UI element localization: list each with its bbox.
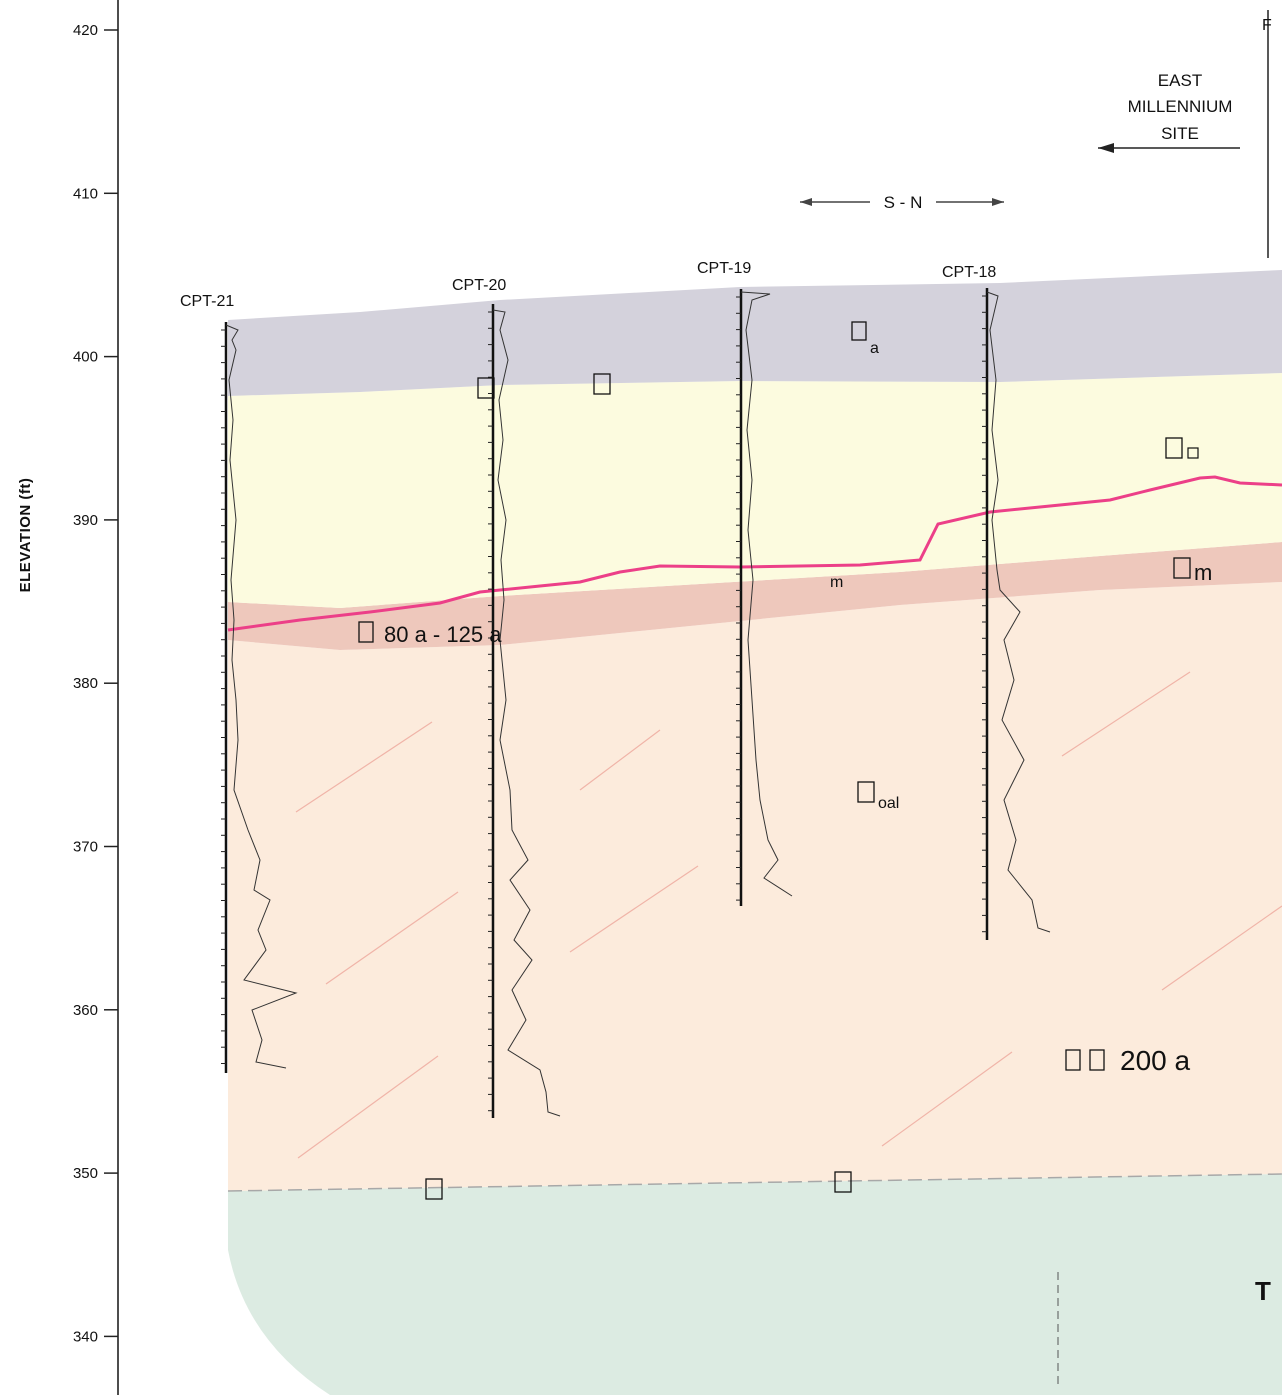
top-layer [228, 270, 1282, 396]
contact-marker [425, 373, 852, 1200]
unit-label-top: a [851, 321, 879, 357]
alluvium-hatching [295, 671, 1282, 1159]
y-axis-title: ELEVATION (ft) [17, 478, 34, 593]
y-axis-tick-label: 340 [73, 1328, 98, 1345]
svg-text:SITE: SITE [1161, 124, 1199, 143]
cpt-log-cpt-20: CPT-20 [452, 277, 561, 1118]
contact-line [227, 1173, 1282, 1192]
svg-text:MILLENNIUM: MILLENNIUM [1128, 97, 1233, 116]
svg-text:a: a [870, 340, 879, 357]
cpt-label: CPT-19 [697, 260, 751, 277]
svg-text:EAST: EAST [1158, 71, 1202, 90]
old-alluvium-layer [228, 582, 1282, 1191]
site-label: EAST MILLENNIUM SITE [1098, 71, 1240, 153]
fill-layer [228, 373, 1282, 608]
cpt-label: CPT-20 [452, 277, 506, 294]
y-axis-tick-label: 420 [73, 22, 98, 39]
svg-text:m: m [1194, 560, 1212, 585]
svg-text:200 a: 200 a [1120, 1045, 1190, 1076]
y-axis-tick-label: 390 [73, 512, 98, 529]
svg-text:oal: oal [878, 795, 899, 812]
cpt-log-cpt-21: CPT-21 [180, 293, 298, 1073]
alluvium-strength-annotation: 200 a [1065, 1045, 1190, 1076]
y-axis-tick-label: 360 [73, 1002, 98, 1019]
cpt-log-cpt-18: CPT-18 [942, 264, 1051, 940]
cpt-log-cpt-19: CPT-19 [697, 260, 793, 906]
unit-label-fill [1165, 437, 1199, 459]
y-axis-tick-label: 350 [73, 1165, 98, 1182]
groundwater-line [227, 475, 1282, 632]
edge-marker-label: F [1262, 17, 1272, 34]
small-mark: m [830, 574, 843, 591]
direction-indicator: S - N [800, 193, 1004, 212]
y-axis-ticks: 420 410 400 390 380 370 360 350 340 [73, 22, 118, 1345]
unit-label-marine: m [1173, 557, 1212, 585]
y-axis-tick-label: 400 [73, 349, 98, 366]
unit-label-bedrock: T [1255, 1276, 1271, 1306]
cpt-label: CPT-18 [942, 264, 996, 281]
marine-layer [228, 542, 1282, 650]
svg-text:80 a - 125 a: 80 a - 125 a [384, 622, 502, 647]
cpt-label: CPT-21 [180, 293, 234, 310]
y-axis-tick-label: 410 [73, 185, 98, 202]
svg-text:T: T [1255, 1276, 1271, 1306]
y-axis-tick-label: 380 [73, 675, 98, 692]
unit-label-old-alluvium: oal [857, 781, 899, 812]
bedrock-layer [228, 1174, 1282, 1395]
marine-strength-annotation: 80 a - 125 a [358, 621, 502, 647]
direction-label: S - N [884, 193, 923, 212]
y-axis-tick-label: 370 [73, 839, 98, 856]
